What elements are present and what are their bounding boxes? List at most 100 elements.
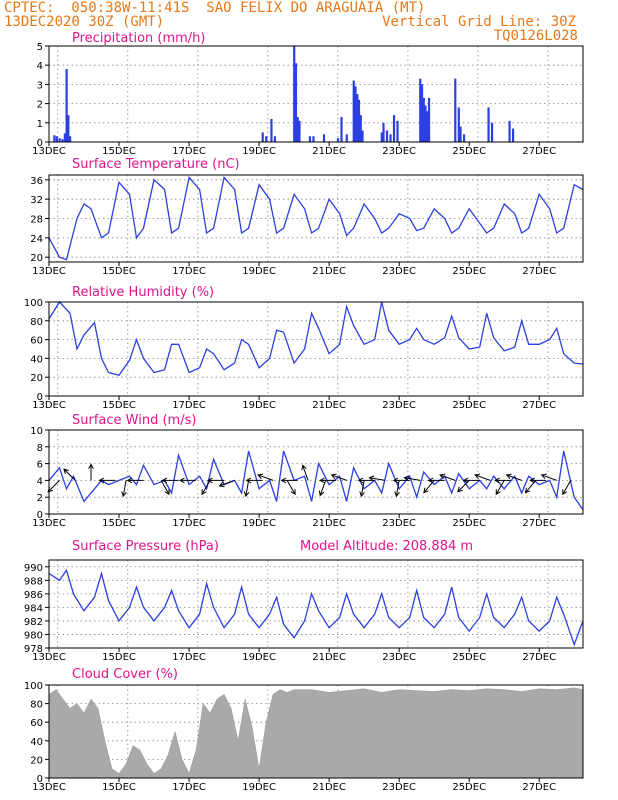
x-tick-label: 21DEC bbox=[312, 146, 346, 157]
y-tick-label: 20 bbox=[30, 373, 43, 384]
x-tick-label: 21DEC bbox=[312, 518, 346, 529]
wind-arrow-head bbox=[201, 489, 207, 496]
wind-arrow-head bbox=[524, 487, 531, 494]
precip-bar bbox=[422, 97, 425, 142]
precip-bar bbox=[312, 136, 315, 142]
x-tick-label: 17DEC bbox=[172, 652, 206, 663]
wind-arrow-head bbox=[439, 473, 446, 480]
panel-frame bbox=[48, 301, 584, 397]
y-tick-label: 28 bbox=[30, 215, 43, 226]
wind-arrow-head bbox=[403, 475, 410, 482]
series-line bbox=[48, 450, 584, 511]
wind-arrow bbox=[219, 479, 235, 487]
precip-bar bbox=[396, 120, 399, 142]
wind-arrow-head bbox=[529, 477, 535, 484]
x-tick-label: 19DEC bbox=[242, 652, 276, 663]
x-tick-label: 21DEC bbox=[312, 652, 346, 663]
x-tick-label: 13DEC bbox=[32, 400, 66, 411]
wind-arrow-head bbox=[357, 477, 364, 484]
wind-arrow-head bbox=[427, 477, 434, 484]
x-tick-label: 15DEC bbox=[102, 146, 136, 157]
wind-arrow-head bbox=[207, 477, 213, 484]
panel-title: Surface Pressure (hPa) bbox=[72, 539, 219, 554]
panel-title: Cloud Cover (%) bbox=[72, 667, 178, 682]
wind-arrow-head bbox=[494, 477, 500, 484]
header-line1: CPTEC: 050:38W-11:41S SAO FELIX DO ARAGU… bbox=[4, 0, 426, 16]
wind-arrow-head bbox=[562, 489, 568, 496]
precip-bar bbox=[359, 115, 362, 142]
y-tick-label: 20 bbox=[30, 755, 43, 766]
precip-bar bbox=[298, 120, 301, 142]
x-tick-label: 15DEC bbox=[102, 266, 136, 277]
panel-title: Precipitation (mm/h) bbox=[72, 31, 205, 46]
wind-arrow-head bbox=[540, 473, 547, 480]
x-tick-label: 19DEC bbox=[242, 146, 276, 157]
y-tick-label: 978 bbox=[24, 644, 43, 655]
precip-bar bbox=[63, 133, 66, 142]
x-tick-label: 19DEC bbox=[242, 266, 276, 277]
y-tick-label: 24 bbox=[30, 234, 43, 245]
wind-arrow bbox=[369, 477, 386, 481]
wind-arrow bbox=[495, 480, 505, 495]
y-tick-label: 80 bbox=[30, 317, 43, 328]
y-tick-label: 988 bbox=[24, 576, 43, 587]
precip-bar bbox=[385, 130, 389, 142]
series-line bbox=[48, 568, 584, 647]
header-grid-note: Vertical Grid Line: 30Z bbox=[382, 14, 576, 30]
x-tick-label: 17DEC bbox=[172, 146, 206, 157]
y-tick-label: 4 bbox=[37, 476, 43, 487]
y-tick-label: 0 bbox=[37, 138, 43, 149]
y-tick-label: 4 bbox=[37, 61, 43, 72]
y-tick-label: 6 bbox=[37, 460, 43, 471]
wind-arrow bbox=[245, 480, 250, 497]
precip-bar bbox=[55, 136, 58, 142]
wind-arrow-head bbox=[318, 490, 325, 497]
wind-arrow-head bbox=[257, 473, 264, 480]
y-tick-label: 986 bbox=[24, 590, 43, 601]
wind-arrow bbox=[506, 474, 522, 481]
panel-title: Surface Temperature (nC) bbox=[72, 157, 240, 172]
panel-frame bbox=[48, 45, 584, 143]
precip-bar bbox=[382, 122, 385, 142]
x-tick-label: 13DEC bbox=[32, 652, 66, 663]
x-tick-label: 25DEC bbox=[452, 146, 486, 157]
wind-arrow-head bbox=[98, 477, 105, 484]
precip-bar bbox=[293, 46, 296, 142]
wind-arrow-head bbox=[88, 463, 94, 470]
x-tick-label: 21DEC bbox=[312, 782, 346, 793]
x-tick-label: 19DEC bbox=[242, 400, 276, 411]
y-tick-label: 60 bbox=[30, 718, 43, 729]
y-tick-label: 8 bbox=[37, 443, 43, 454]
wind-arrow bbox=[302, 465, 309, 481]
y-tick-label: 1 bbox=[37, 119, 43, 130]
precip-bar bbox=[419, 78, 422, 142]
precip-bar bbox=[420, 84, 424, 142]
x-tick-label: 13DEC bbox=[32, 146, 66, 157]
y-tick-label: 0 bbox=[37, 392, 43, 403]
precip-bar bbox=[336, 138, 340, 142]
wind-arrow-head bbox=[394, 491, 400, 498]
precip-bar bbox=[454, 78, 457, 142]
wind-arrow-head bbox=[505, 473, 512, 480]
precip-bar bbox=[294, 63, 298, 142]
precip-bar bbox=[389, 134, 392, 142]
x-tick-label: 15DEC bbox=[102, 782, 136, 793]
x-tick-label: 19DEC bbox=[242, 518, 276, 529]
wind-arrow bbox=[257, 474, 274, 481]
x-tick-label: 23DEC bbox=[382, 782, 416, 793]
precip-bar bbox=[67, 115, 70, 142]
precip-bar bbox=[426, 111, 429, 142]
precip-bar bbox=[352, 80, 355, 142]
wind-arrow-head bbox=[280, 477, 287, 484]
header-run-date: 13DEC2020 30Z (GMT) bbox=[4, 14, 165, 30]
x-tick-label: 27DEC bbox=[522, 518, 556, 529]
series-line bbox=[48, 300, 584, 377]
wind-arrow bbox=[286, 480, 296, 495]
precip-bar bbox=[354, 86, 357, 142]
precip-bar bbox=[427, 97, 431, 142]
wind-arrow-head bbox=[359, 491, 365, 498]
y-tick-label: 2 bbox=[37, 100, 43, 111]
x-tick-label: 23DEC bbox=[382, 266, 416, 277]
header-model-id: TQ0126L028 bbox=[493, 28, 578, 44]
x-tick-label: 23DEC bbox=[382, 652, 416, 663]
